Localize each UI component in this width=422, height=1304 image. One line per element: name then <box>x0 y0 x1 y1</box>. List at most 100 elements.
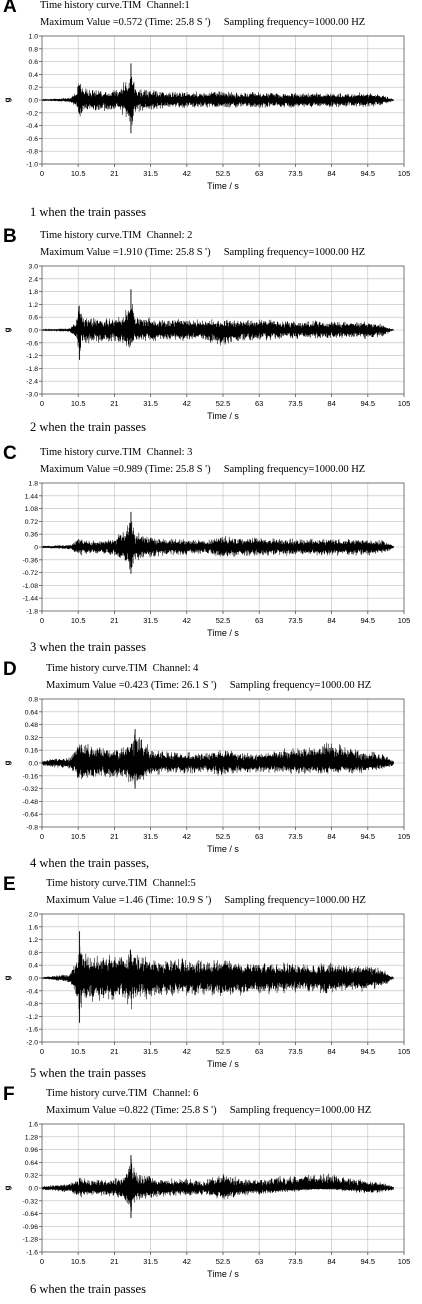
y-tick-label: -1.8 <box>26 366 38 373</box>
y-tick-label: -1.6 <box>26 1027 38 1034</box>
x-tick-label: 84 <box>327 1047 335 1056</box>
x-tick-label: 42 <box>183 1257 191 1266</box>
x-tick-label: 94.5 <box>360 399 375 408</box>
y-tick-label: 1.8 <box>29 481 39 488</box>
x-tick-label: 73.5 <box>288 1257 303 1266</box>
x-axis-label: Time / s <box>207 628 239 638</box>
x-tick-label: 31.5 <box>143 399 158 408</box>
x-tick-label: 73.5 <box>288 1047 303 1056</box>
x-tick-label: 105 <box>398 399 411 408</box>
x-tick-label: 73.5 <box>288 616 303 625</box>
x-tick-label: 63 <box>255 399 263 408</box>
time-history-chart: 0 10.5 21 31.5 42 52.5 63 73.5 84 94.5 105 1.6 1.28 0… <box>3 1122 410 1280</box>
x-axis-label: Time / s <box>207 181 239 191</box>
panel-label: B <box>3 226 17 247</box>
y-tick-label: 2.4 <box>29 276 39 283</box>
chart-panel-a: A Time history curve.TIM Channel:1 Maximum… <box>0 0 422 216</box>
max-value-line: Maximum Value =0.572 (Time: 25.8 S ') Sa… <box>40 17 366 28</box>
y-tick-label: -1.08 <box>23 583 39 590</box>
x-tick-label: 31.5 <box>143 169 158 178</box>
y-tick-label: 1.44 <box>25 493 38 500</box>
time-history-chart: 0 10.5 21 31.5 42 52.5 63 73.5 84 94.5 105 1.8 1.44 1… <box>23 481 411 639</box>
y-tick-label: 0.0 <box>29 98 39 105</box>
signal-trace <box>41 1158 394 1212</box>
y-tick-label: 0.96 <box>25 1147 38 1154</box>
panel-label: E <box>3 874 16 895</box>
y-tick-label: -0.32 <box>23 786 39 793</box>
x-tick-label: 94.5 <box>360 169 375 178</box>
chart-panel-e: E Time history curve.TIM Channel:5 Maximum… <box>0 874 422 1094</box>
x-axis-label: Time / s <box>207 411 239 421</box>
signal-trace <box>41 734 394 785</box>
x-tick-label: 105 <box>398 1047 411 1056</box>
x-tick-label: 42 <box>183 616 191 625</box>
y-tick-label: -0.32 <box>23 1198 39 1205</box>
chart-panel-b: B Time history curve.TIM Channel: 2 Maximu… <box>0 226 422 446</box>
figure-caption: 4 when the train passes, <box>30 856 150 870</box>
panel-label: D <box>3 659 17 680</box>
y-tick-label: -1.28 <box>23 1237 39 1244</box>
x-tick-label: 0 <box>40 1257 44 1266</box>
chart-title: Time history curve.TIM Channel: 3 <box>40 447 193 458</box>
x-tick-label: 52.5 <box>216 169 231 178</box>
time-history-chart: 0 10.5 21 31.5 42 52.5 63 73.5 84 94.5 105 2.0 1.6 1.… <box>3 912 411 1070</box>
x-tick-label: 52.5 <box>216 832 231 841</box>
x-tick-label: 42 <box>183 832 191 841</box>
x-tick-label: 94.5 <box>360 616 375 625</box>
y-tick-label: 2.0 <box>29 912 39 919</box>
figure-caption: 5 when the train passes <box>30 1066 146 1080</box>
x-tick-label: 84 <box>327 616 335 625</box>
x-tick-label: 73.5 <box>288 832 303 841</box>
y-tick-label: 0.4 <box>29 72 39 79</box>
y-tick-label: -0.64 <box>23 1211 39 1218</box>
chart-title: Time history curve.TIM Channel: 4 <box>46 663 199 674</box>
y-tick-label: 0.8 <box>29 950 39 957</box>
x-tick-label: 21 <box>110 832 118 841</box>
x-tick-label: 94.5 <box>360 1257 375 1266</box>
y-tick-label: -1.8 <box>26 609 38 616</box>
signal-trace <box>41 521 394 570</box>
figure-caption: 3 when the train passes <box>30 640 146 654</box>
y-tick-label: 0.2 <box>29 85 39 92</box>
y-tick-label: -0.48 <box>23 799 39 806</box>
y-tick-label: 0.36 <box>25 532 38 539</box>
y-tick-label: -0.8 <box>26 1001 38 1008</box>
y-tick-label: 0.6 <box>29 315 39 322</box>
y-tick-label: 0.0 <box>29 328 39 335</box>
x-tick-label: 21 <box>110 399 118 408</box>
x-tick-label: 42 <box>183 399 191 408</box>
plot-frame <box>41 1123 405 1253</box>
y-tick-label: 0.0 <box>29 761 39 768</box>
x-tick-label: 63 <box>255 169 263 178</box>
y-tick-label: 0.0 <box>29 1186 39 1193</box>
y-tick-label: 0 <box>34 545 38 552</box>
y-tick-label: -0.2 <box>26 110 38 117</box>
y-tick-label: -0.6 <box>26 136 38 143</box>
signal-trace <box>41 304 394 353</box>
y-tick-label: -1.6 <box>26 1250 38 1257</box>
x-tick-label: 73.5 <box>288 169 303 178</box>
x-tick-label: 52.5 <box>216 1257 231 1266</box>
y-tick-label: -0.36 <box>23 557 39 564</box>
max-value-line: Maximum Value =1.46 (Time: 10.9 S ') Sam… <box>46 895 366 906</box>
y-tick-label: 0.16 <box>25 748 38 755</box>
chart-title: Time history curve.TIM Channel:1 <box>40 0 190 11</box>
y-tick-label: 0.64 <box>25 709 38 716</box>
y-tick-label: 1.08 <box>25 506 38 513</box>
x-tick-label: 84 <box>327 399 335 408</box>
y-tick-label: 0.0 <box>29 976 39 983</box>
x-tick-label: 21 <box>110 1047 118 1056</box>
x-tick-label: 94.5 <box>360 832 375 841</box>
y-tick-label: -1.0 <box>26 162 38 169</box>
x-tick-label: 10.5 <box>71 169 86 178</box>
x-tick-label: 21 <box>110 169 118 178</box>
x-tick-label: 10.5 <box>71 616 86 625</box>
y-tick-label: -0.4 <box>26 988 38 995</box>
panel-label: C <box>3 443 17 464</box>
figure-caption: 2 when the train passes <box>30 420 146 434</box>
max-value-line: Maximum Value =0.989 (Time: 25.8 S ') Sa… <box>40 464 366 475</box>
x-tick-label: 84 <box>327 1257 335 1266</box>
x-tick-label: 31.5 <box>143 616 158 625</box>
y-tick-label: -2.0 <box>26 1040 38 1047</box>
y-tick-label: -0.16 <box>23 773 39 780</box>
